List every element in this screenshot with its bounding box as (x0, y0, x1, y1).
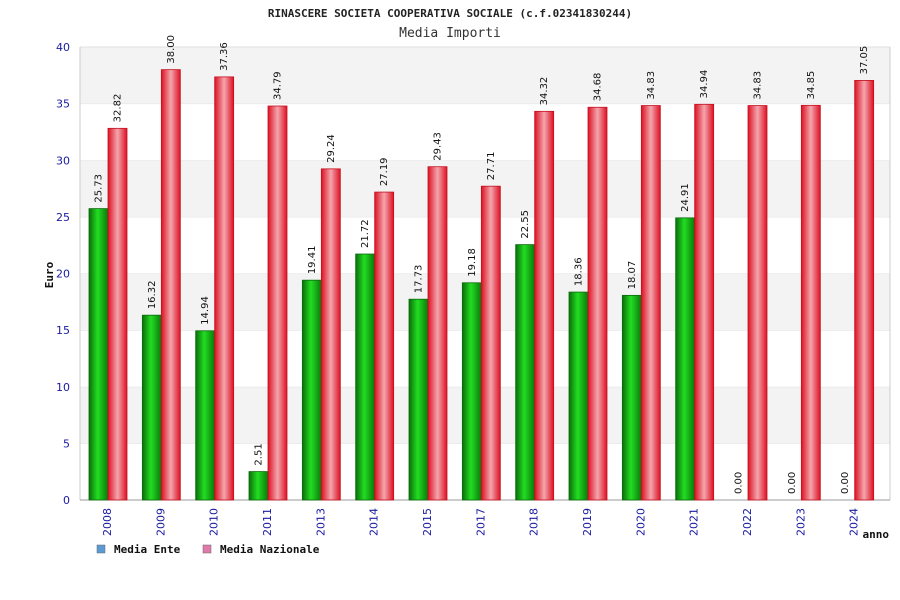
bar-media-nazionale (320, 168, 341, 501)
data-label: 18.36 (574, 257, 585, 286)
x-tick-label: 2013 (314, 508, 327, 536)
bar-media-ente (195, 330, 216, 501)
x-tick-label: 2022 (741, 508, 754, 536)
chart-subtitle: Media Importi (399, 26, 501, 41)
bar-media-nazionale (480, 185, 501, 501)
y-tick-label: 35 (56, 98, 70, 111)
bar-media-nazionale (427, 166, 448, 501)
x-tick-label: 2014 (368, 508, 381, 536)
y-tick-label: 20 (56, 268, 70, 281)
data-label: 29.24 (326, 134, 337, 163)
data-label: 37.36 (219, 42, 230, 71)
legend: Media Ente Media Nazionale (96, 543, 320, 556)
bar-media-nazionale (800, 104, 821, 501)
data-label: 34.68 (593, 73, 604, 102)
bar-media-nazionale (267, 105, 288, 501)
data-label: 34.83 (646, 71, 657, 100)
x-tick-label: 2020 (634, 508, 647, 536)
data-label: 0.00 (734, 472, 745, 494)
y-axis-ticks: 0 5 10 15 20 25 30 35 40 (56, 41, 70, 507)
data-label: 0.00 (840, 472, 851, 494)
bar-media-ente (355, 253, 376, 501)
data-label: 34.85 (806, 71, 817, 100)
data-label: 17.73 (414, 265, 425, 294)
bar-media-nazionale (747, 105, 768, 501)
legend-label-media-nazionale: Media Nazionale (220, 543, 320, 556)
x-tick-label: 2009 (154, 508, 167, 536)
data-label: 34.83 (753, 71, 764, 100)
x-tick-label: 2015 (421, 508, 434, 536)
data-label: 16.32 (147, 281, 158, 310)
bar-media-ente (141, 314, 162, 501)
data-label: 14.94 (200, 296, 211, 325)
legend-label-media-ente: Media Ente (114, 543, 181, 556)
y-tick-label: 40 (56, 41, 70, 54)
data-label: 37.05 (859, 46, 870, 75)
x-tick-label: 2008 (101, 508, 114, 536)
bar-media-nazionale (587, 106, 608, 501)
y-tick-label: 15 (56, 324, 70, 337)
data-label: 19.41 (307, 246, 318, 275)
data-label: 19.18 (467, 248, 478, 277)
bar-media-nazionale (374, 191, 395, 501)
bar-media-ente (88, 208, 109, 501)
bar-media-ente (461, 282, 482, 501)
data-label: 32.82 (113, 94, 124, 123)
data-label: 34.94 (699, 70, 710, 99)
data-label: 0.00 (787, 472, 798, 494)
bar-media-ente (621, 294, 642, 501)
data-label: 24.91 (680, 183, 691, 212)
bar-media-nazionale (160, 69, 181, 501)
y-tick-label: 0 (63, 494, 70, 507)
data-label: 34.79 (273, 71, 284, 100)
bars-group (88, 69, 875, 501)
bar-media-nazionale (107, 127, 128, 501)
x-tick-label: 2011 (261, 508, 274, 536)
x-tick-label: 2023 (794, 508, 807, 536)
bar-media-ente (568, 291, 589, 501)
x-tick-label: 2017 (474, 508, 487, 536)
data-label: 29.43 (433, 132, 444, 161)
bar-media-nazionale (854, 80, 875, 501)
data-label: 25.73 (94, 174, 105, 203)
bar-media-nazionale (694, 103, 715, 501)
bar-media-ente (248, 471, 269, 501)
y-tick-label: 30 (56, 154, 70, 167)
data-label: 18.07 (627, 261, 638, 290)
x-axis-ticks: 2008 2009 2010 2011 2013 2014 2015 2017 2018 2019… (101, 508, 861, 536)
bar-media-nazionale (214, 76, 235, 501)
data-label: 22.55 (520, 210, 531, 239)
chart-title: RINASCERE SOCIETA COOPERATIVA SOCIALE (c… (268, 7, 632, 20)
data-label: 2.51 (254, 443, 265, 465)
data-label: 27.19 (379, 157, 390, 186)
x-axis-label: anno (863, 528, 890, 541)
bar-media-ente (515, 244, 536, 501)
data-label: 21.72 (360, 219, 371, 248)
y-tick-label: 25 (56, 211, 70, 224)
legend-swatch-media-nazionale (202, 544, 212, 554)
grid-band (80, 47, 890, 104)
x-tick-label: 2019 (581, 508, 594, 536)
y-tick-label: 10 (56, 381, 70, 394)
bar-media-ente (301, 279, 322, 501)
data-labels-group: 25.73 32.82 16.32 38.00 14.94 37.36 2.51 34.79 1… (94, 35, 871, 494)
y-axis-label: Euro (43, 261, 56, 288)
x-tick-label: 2018 (528, 508, 541, 536)
bar-media-ente (675, 217, 696, 501)
data-label: 34.32 (539, 77, 550, 106)
data-label: 38.00 (166, 35, 177, 64)
data-label: 27.71 (486, 152, 497, 181)
bar-media-nazionale (640, 105, 661, 501)
x-tick-label: 2024 (848, 508, 861, 536)
bar-media-ente (408, 298, 429, 501)
y-tick-label: 5 (63, 437, 70, 450)
x-tick-label: 2010 (208, 508, 221, 536)
bar-media-nazionale (534, 110, 555, 501)
legend-swatch-media-ente (96, 544, 106, 554)
x-tick-label: 2021 (688, 508, 701, 536)
